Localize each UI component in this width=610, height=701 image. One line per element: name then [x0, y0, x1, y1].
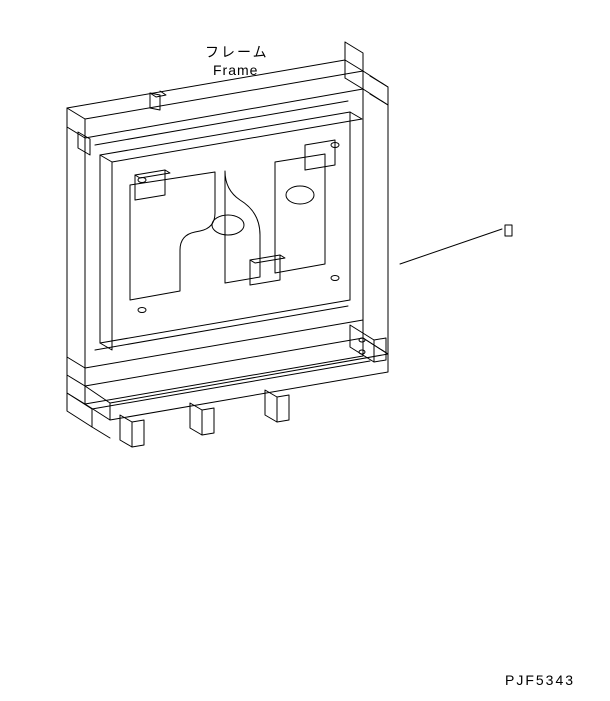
frame-drawing [0, 0, 610, 701]
diagram-canvas: フレーム Frame PJF5343 [0, 0, 610, 701]
